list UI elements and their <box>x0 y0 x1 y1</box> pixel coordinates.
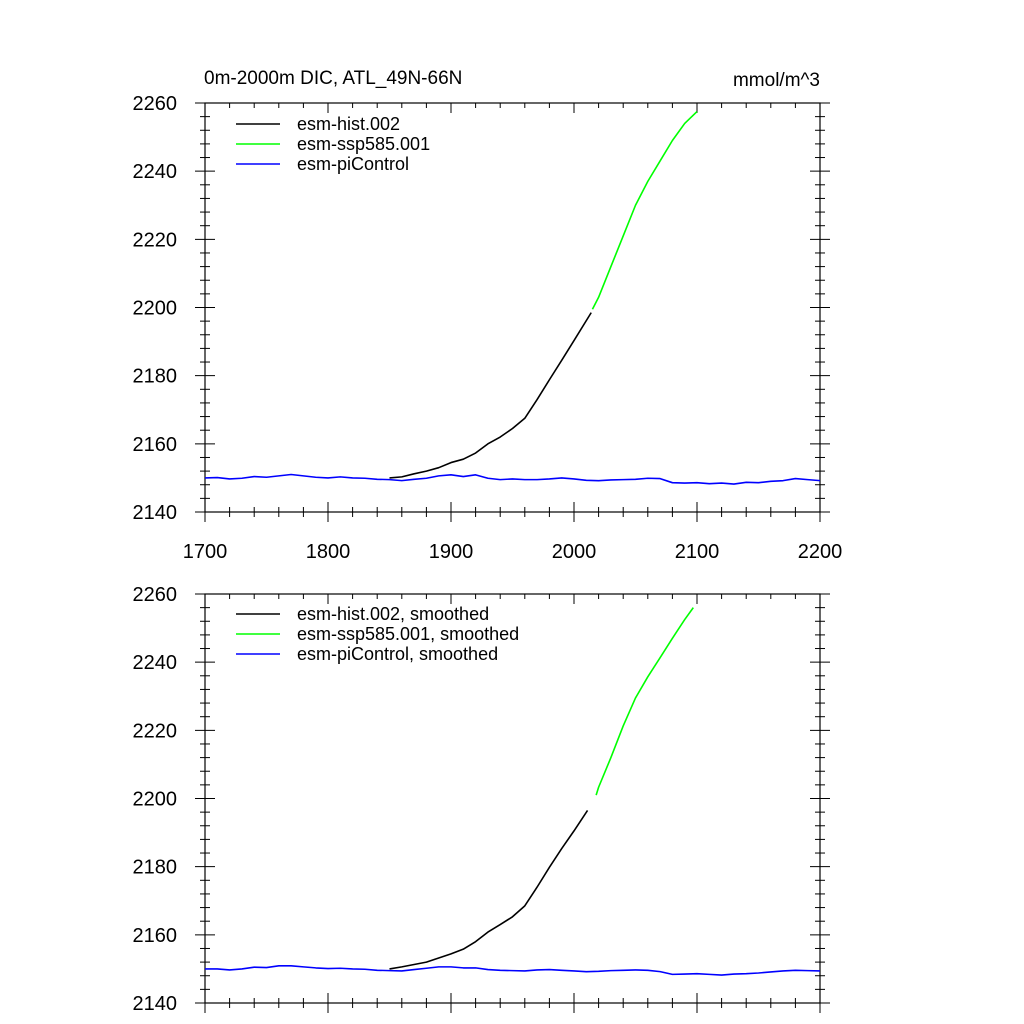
bottom-y-tick-label: 2260 <box>133 584 178 606</box>
top-x-tick-label: 1700 <box>183 541 228 563</box>
bottom-y-tick-label: 2160 <box>133 925 178 947</box>
top-chart-units: mmol/m^3 <box>733 70 820 91</box>
bottom-legend-label: esm-piControl, smoothed <box>297 644 498 664</box>
top-x-tick-label: 2100 <box>675 541 720 563</box>
top-y-tick-label: 2140 <box>133 502 178 524</box>
bottom-y-tick-label: 2220 <box>133 720 178 742</box>
top-y-tick-label: 2240 <box>133 161 178 183</box>
top-legend-label: esm-hist.002 <box>297 114 400 134</box>
bottom-y-tick-label: 2140 <box>133 993 178 1015</box>
top-legend-label: esm-piControl <box>297 154 409 174</box>
top-legend-label: esm-ssp585.001 <box>297 134 430 154</box>
top-y-tick-label: 2220 <box>133 229 178 251</box>
top-y-tick-label: 2180 <box>133 366 178 388</box>
top-x-tick-label: 2000 <box>552 541 597 563</box>
top-series-line-2 <box>591 110 698 310</box>
top-series-line-3 <box>204 473 821 485</box>
bottom-y-tick-label: 2240 <box>133 652 178 674</box>
bottom-legend-label: esm-hist.002, smoothed <box>297 604 489 624</box>
top-x-tick-label: 2200 <box>798 541 843 563</box>
top-y-tick-label: 2160 <box>133 434 178 456</box>
top-chart-panel: 1700 1800 1900 2000 2100 2200 2140 2160 2180 2200… <box>133 93 843 563</box>
top-x-tick-label: 1800 <box>306 541 351 563</box>
top-y-tick-label: 2200 <box>133 298 178 320</box>
top-chart-title: 0m-2000m DIC, ATL_49N-66N <box>204 68 462 89</box>
top-y-tick-label: 2260 <box>133 93 178 115</box>
bottom-y-tick-label: 2200 <box>133 789 178 811</box>
top-series-line-1 <box>389 312 592 479</box>
bottom-series-line-3 <box>205 965 821 976</box>
bottom-series-line-1 <box>389 809 589 970</box>
top-x-tick-label: 1900 <box>429 541 474 563</box>
bottom-legend-label: esm-ssp585.001, smoothed <box>297 624 519 644</box>
bottom-chart-panel: 2140 2160 2180 2200 2220 2240 2260 esm-hist.002… <box>133 584 830 1015</box>
bottom-series-line-2 <box>595 607 694 796</box>
bottom-y-tick-label: 2180 <box>133 857 178 879</box>
